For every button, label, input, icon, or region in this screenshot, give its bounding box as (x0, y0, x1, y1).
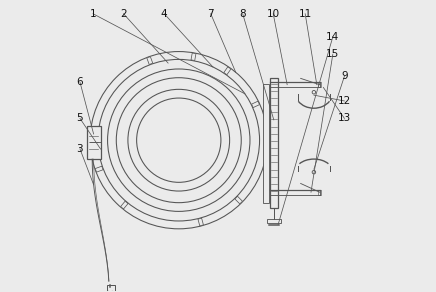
Bar (270, 78, 278, 208)
Text: 7: 7 (208, 9, 214, 19)
Text: 14: 14 (326, 32, 339, 42)
Text: 5: 5 (77, 113, 83, 124)
Bar (147, 57, 153, 65)
Bar (235, 196, 242, 204)
Bar (121, 201, 128, 209)
Bar (95, 166, 103, 172)
Bar (252, 101, 259, 107)
Bar (224, 67, 231, 75)
Text: 1: 1 (90, 9, 96, 19)
Bar (318, 82, 321, 87)
Text: 4: 4 (161, 9, 167, 19)
Bar (318, 190, 321, 195)
Bar (266, 219, 281, 223)
Text: 10: 10 (267, 9, 280, 19)
Text: 11: 11 (299, 9, 312, 19)
Circle shape (312, 91, 316, 94)
Text: 9: 9 (341, 71, 348, 81)
Text: 2: 2 (120, 9, 127, 19)
Bar (263, 84, 269, 203)
Bar (191, 53, 196, 60)
Text: 3: 3 (77, 144, 83, 154)
Bar (198, 218, 204, 226)
Text: 8: 8 (239, 9, 246, 19)
Text: 6: 6 (77, 77, 83, 87)
Text: 12: 12 (338, 96, 351, 106)
Circle shape (312, 171, 316, 174)
Bar (107, 286, 116, 291)
Text: 13: 13 (338, 113, 351, 124)
Bar (87, 126, 101, 159)
Text: 15: 15 (326, 49, 339, 60)
